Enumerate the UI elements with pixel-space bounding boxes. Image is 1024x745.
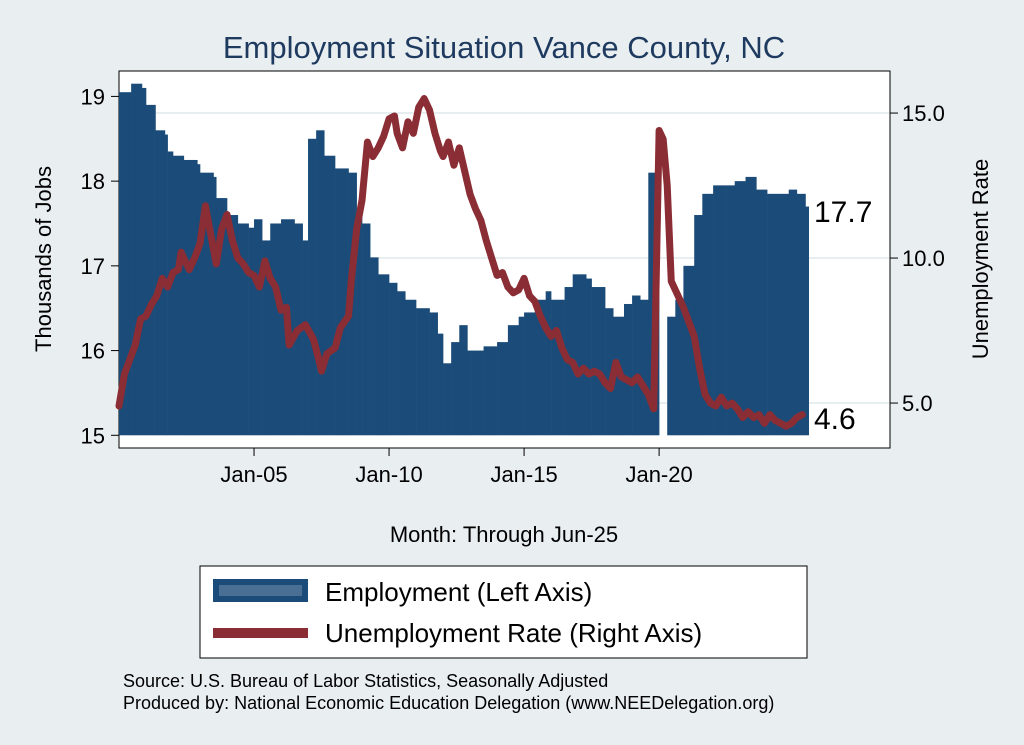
legend-swatch-employment-inner bbox=[219, 585, 302, 596]
employment-bar bbox=[796, 193, 806, 436]
right-tick-label: 5.0 bbox=[902, 391, 933, 416]
employment-bar bbox=[591, 287, 606, 436]
employment-bar bbox=[405, 299, 417, 436]
source-note: Source: U.S. Bureau of Labor Statistics,… bbox=[123, 671, 608, 691]
employment-bar bbox=[702, 193, 714, 436]
employment-bar bbox=[713, 185, 727, 436]
employment-bar bbox=[270, 223, 282, 436]
x-axis: Jan-05 Jan-10 Jan-15 Jan-20 bbox=[220, 448, 693, 487]
employment-bar bbox=[389, 282, 398, 436]
employment-bar bbox=[302, 240, 309, 436]
legend-label-employment: Employment (Left Axis) bbox=[325, 577, 592, 607]
legend-label-unemployment: Unemployment Rate (Right Axis) bbox=[325, 618, 702, 648]
left-tick-label: 15 bbox=[81, 423, 105, 448]
employment-bar bbox=[262, 240, 271, 436]
employment-bar bbox=[370, 257, 379, 436]
employment-bar bbox=[308, 138, 317, 436]
end-label-unemployment: 4.6 bbox=[814, 403, 856, 436]
employment-bar bbox=[632, 295, 641, 436]
employment-bar bbox=[767, 193, 779, 436]
left-tick-label: 19 bbox=[81, 84, 105, 109]
employment-bar bbox=[248, 227, 255, 436]
unemployment-line-path bbox=[115, 95, 806, 430]
employment-bar bbox=[534, 299, 546, 436]
employment-bar bbox=[197, 164, 201, 436]
employment-bar bbox=[483, 346, 498, 436]
employment-bar bbox=[788, 189, 798, 436]
employment-bar bbox=[640, 299, 649, 436]
employment-bar bbox=[551, 299, 565, 436]
produced-by-note: Produced by: National Economic Education… bbox=[123, 693, 774, 713]
employment-series bbox=[119, 83, 810, 436]
employment-bar bbox=[605, 308, 614, 436]
employment-bar bbox=[378, 274, 390, 436]
employment-bar bbox=[397, 291, 406, 436]
employment-bar bbox=[805, 206, 810, 436]
x-tick-label: Jan-05 bbox=[220, 462, 287, 487]
employment-bar bbox=[141, 87, 147, 436]
employment-bar bbox=[624, 303, 633, 436]
employment-bar bbox=[443, 363, 452, 436]
employment-bar bbox=[183, 159, 198, 436]
employment-bar bbox=[777, 193, 790, 436]
employment-bar bbox=[524, 312, 536, 436]
y-axis-left-label: Thousands of Jobs bbox=[31, 166, 56, 352]
right-tick-label: 10.0 bbox=[902, 246, 945, 271]
unemployment-series bbox=[115, 95, 806, 430]
employment-bar bbox=[173, 155, 185, 436]
employment-bar bbox=[416, 308, 430, 436]
x-tick-label: Jan-10 bbox=[355, 462, 422, 487]
employment-bar bbox=[451, 342, 460, 436]
x-axis-label: Month: Through Jun-25 bbox=[390, 522, 618, 547]
legend: Employment (Left Axis) Unemployment Rate… bbox=[199, 565, 808, 659]
employment-bar bbox=[335, 168, 349, 436]
employment-bar bbox=[545, 291, 552, 436]
employment-bar bbox=[129, 92, 132, 436]
employment-bar bbox=[497, 342, 509, 436]
employment-bar bbox=[467, 350, 471, 436]
y-axis-right-label: Unemployment Rate bbox=[968, 159, 993, 360]
employment-bar bbox=[131, 83, 143, 436]
employment-bar bbox=[167, 151, 174, 436]
right-axis: 15.0 10.0 5.0 bbox=[890, 101, 945, 416]
left-tick-label: 17 bbox=[81, 254, 105, 279]
left-tick-label: 18 bbox=[81, 169, 105, 194]
employment-bar bbox=[119, 92, 131, 436]
employment-bar bbox=[734, 181, 746, 436]
right-tick-label: 15.0 bbox=[902, 101, 945, 126]
employment-bar bbox=[694, 215, 703, 436]
employment-bar bbox=[470, 350, 484, 436]
employment-bar bbox=[254, 219, 263, 436]
employment-bar bbox=[745, 176, 757, 436]
employment-bar bbox=[726, 185, 736, 436]
employment-bar bbox=[572, 274, 587, 436]
employment-bar bbox=[316, 130, 325, 436]
employment-bar bbox=[437, 333, 444, 436]
employment-bar bbox=[154, 104, 156, 436]
employment-bar bbox=[356, 215, 363, 436]
end-label-employment: 17.7 bbox=[814, 196, 872, 229]
employment-bar bbox=[362, 223, 371, 436]
employment-bar bbox=[213, 176, 217, 436]
left-tick-label: 16 bbox=[81, 339, 105, 364]
employment-bar bbox=[756, 189, 768, 436]
employment-bar bbox=[459, 325, 468, 436]
employment-bar bbox=[667, 316, 676, 436]
employment-bar bbox=[216, 198, 228, 436]
employment-bar bbox=[324, 155, 336, 436]
chart-title: Employment Situation Vance County, NC bbox=[223, 30, 785, 65]
employment-bar bbox=[518, 316, 525, 436]
employment-bar bbox=[586, 278, 592, 436]
employment-bar bbox=[507, 325, 519, 436]
employment-bar bbox=[146, 104, 155, 436]
employment-bar bbox=[237, 223, 249, 436]
employment-bar bbox=[683, 265, 695, 436]
x-tick-label: Jan-15 bbox=[490, 462, 557, 487]
x-tick-label: Jan-20 bbox=[625, 462, 692, 487]
employment-bar bbox=[227, 215, 239, 436]
left-axis: 19 18 17 16 15 bbox=[81, 84, 119, 448]
employment-bar bbox=[429, 312, 438, 436]
employment-bar bbox=[675, 299, 684, 436]
